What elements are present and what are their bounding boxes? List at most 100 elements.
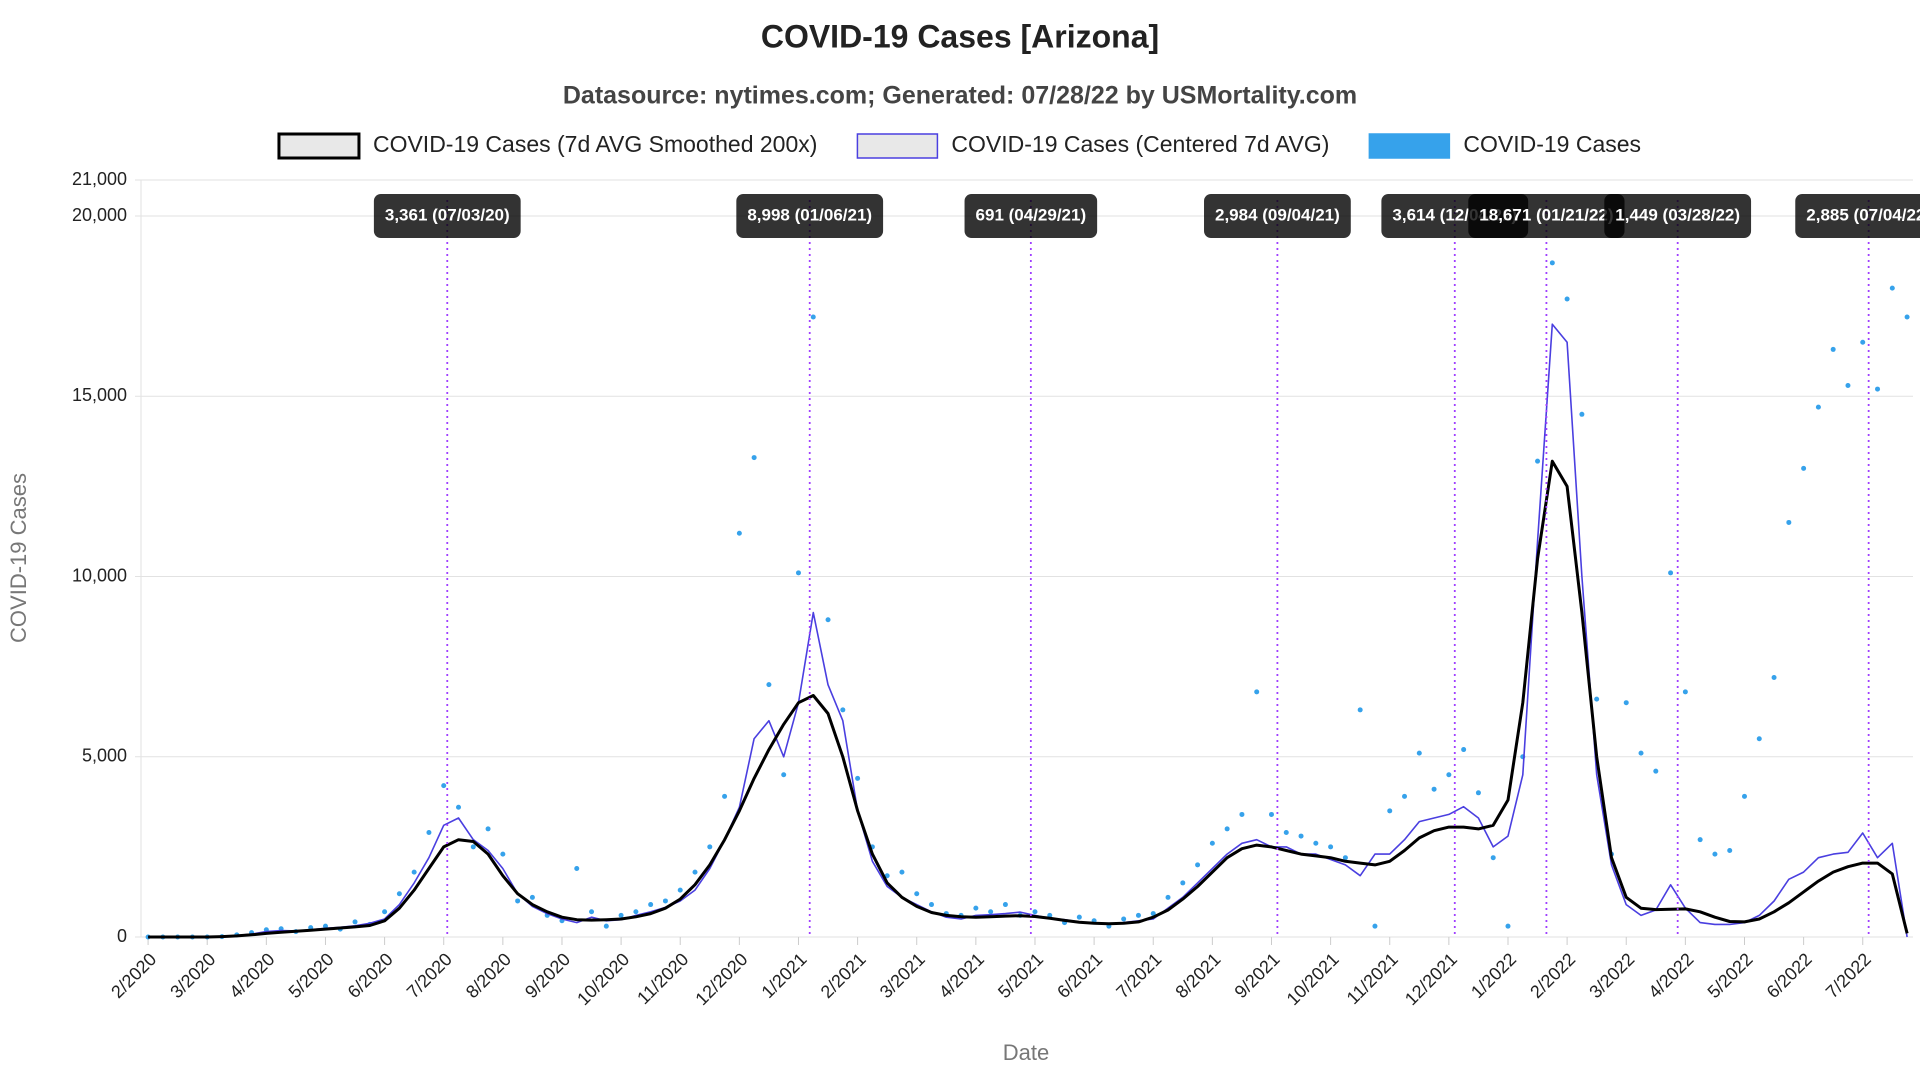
data-point: [1135, 912, 1141, 918]
annotation: 691 (04/29/21): [964, 194, 1098, 238]
data-point: [1549, 260, 1555, 266]
legend: COVID-19 Cases (7d AVG Smoothed 200x) COV…: [277, 131, 1641, 160]
annotation: 3,361 (07/03/20): [373, 194, 521, 238]
annotation-box: [964, 194, 1098, 238]
data-point: [884, 873, 890, 879]
data-point: [692, 869, 698, 875]
data-point: [1328, 844, 1334, 850]
x-tick-label: 11/2020: [633, 949, 692, 1008]
data-point: [1771, 674, 1777, 680]
data-point: [1387, 808, 1393, 814]
x-tick-label: 8/2020: [462, 949, 515, 1002]
x-tick-label: 7/2022: [1822, 949, 1875, 1002]
data-point: [515, 898, 521, 904]
data-point: [1195, 862, 1201, 868]
annotation: 2,885 (07/04/22): [1795, 194, 1920, 238]
data-point: [470, 844, 476, 850]
annotation-box: [1795, 194, 1920, 238]
data-point: [1875, 386, 1881, 392]
annotation-box: [1204, 194, 1351, 238]
data-point: [1032, 909, 1038, 915]
data-point: [973, 905, 979, 911]
data-point: [441, 783, 447, 789]
annotation-box: [373, 194, 521, 238]
x-tick-label: 7/2020: [403, 949, 456, 1002]
annotation-label: 2,885 (07/04/22): [1806, 205, 1920, 224]
data-point: [1431, 786, 1437, 792]
data-point: [1889, 285, 1895, 291]
data-point: [855, 775, 861, 781]
data-point: [648, 902, 654, 908]
x-tick-label: 6/2022: [1763, 949, 1816, 1002]
series-line: [148, 459, 1909, 939]
data-point: [1342, 855, 1348, 861]
data-point: [1712, 851, 1718, 857]
data-point: [677, 887, 683, 893]
chart-subtitle: Datasource: nytimes.com; Generated: 07/2…: [563, 82, 1357, 110]
data-point: [1461, 747, 1467, 753]
data-point: [1490, 855, 1496, 861]
data-point: [1254, 689, 1260, 695]
x-tick-label: 8/2021: [1171, 949, 1224, 1002]
data-point: [618, 912, 624, 918]
data-point: [426, 829, 432, 835]
annotation-label: 8,998 (01/06/21): [747, 205, 872, 224]
x-tick-label: 3/2022: [1585, 949, 1638, 1002]
annotation-label: 18,671 (01/21/22): [1479, 205, 1613, 224]
data-point: [1727, 847, 1733, 853]
data-point: [810, 314, 816, 320]
data-point: [662, 898, 668, 904]
x-tick-label: 3/2020: [166, 949, 219, 1002]
annotation-label: 691 (04/29/21): [976, 205, 1087, 224]
data-point: [1239, 811, 1245, 817]
data-point: [1402, 793, 1408, 799]
data-point: [707, 844, 713, 850]
data-point: [1475, 790, 1481, 796]
data-point: [795, 570, 801, 576]
data-point: [1653, 768, 1659, 774]
data-point: [485, 826, 491, 832]
annotation-box: [1468, 194, 1625, 238]
y-tick-label: 0: [117, 926, 127, 946]
data-point: [1801, 465, 1807, 471]
x-tick-label: 11/2021: [1343, 949, 1402, 1008]
data-point: [1845, 382, 1851, 388]
data-point: [1446, 772, 1452, 778]
data-point: [1002, 902, 1008, 908]
annotation: 1,449 (03/28/22): [1604, 194, 1752, 238]
x-tick-label: 1/2022: [1467, 949, 1520, 1002]
y-tick-label: 20,000: [72, 205, 127, 225]
data-point: [899, 869, 905, 875]
data-point: [1815, 404, 1821, 410]
data-point: [1372, 923, 1378, 929]
data-point: [914, 891, 920, 897]
data-point: [736, 530, 742, 536]
data-point: [929, 902, 935, 908]
x-tick-label: 4/2022: [1644, 949, 1697, 1002]
annotation-box: [1604, 194, 1752, 238]
x-axis-label: Date: [1003, 1040, 1049, 1065]
legend-label: COVID-19 Cases (7d AVG Smoothed 200x): [373, 131, 817, 157]
data-point: [1904, 314, 1910, 320]
data-point: [1697, 837, 1703, 843]
data-point: [751, 455, 757, 461]
annotation: 18,671 (01/21/22): [1468, 194, 1625, 238]
data-point: [1623, 700, 1629, 706]
series-line: [148, 323, 1908, 938]
data-point: [1209, 840, 1215, 846]
data-point: [1224, 826, 1230, 832]
y-axis-label: COVID-19 Cases: [6, 473, 31, 643]
x-tick-label: 2/2020: [107, 949, 160, 1002]
x-tick-label: 2/2021: [817, 949, 870, 1002]
data-point: [1298, 833, 1304, 839]
data-point: [1638, 750, 1644, 756]
y-tick-label: 5,000: [82, 746, 127, 766]
data-point: [1579, 411, 1585, 417]
data-point: [722, 793, 728, 799]
data-point: [1668, 570, 1674, 576]
x-tick-label: 2/2022: [1526, 949, 1579, 1002]
y-tick-label: 10,000: [72, 565, 127, 585]
x-tick-label: 9/2020: [521, 949, 574, 1002]
